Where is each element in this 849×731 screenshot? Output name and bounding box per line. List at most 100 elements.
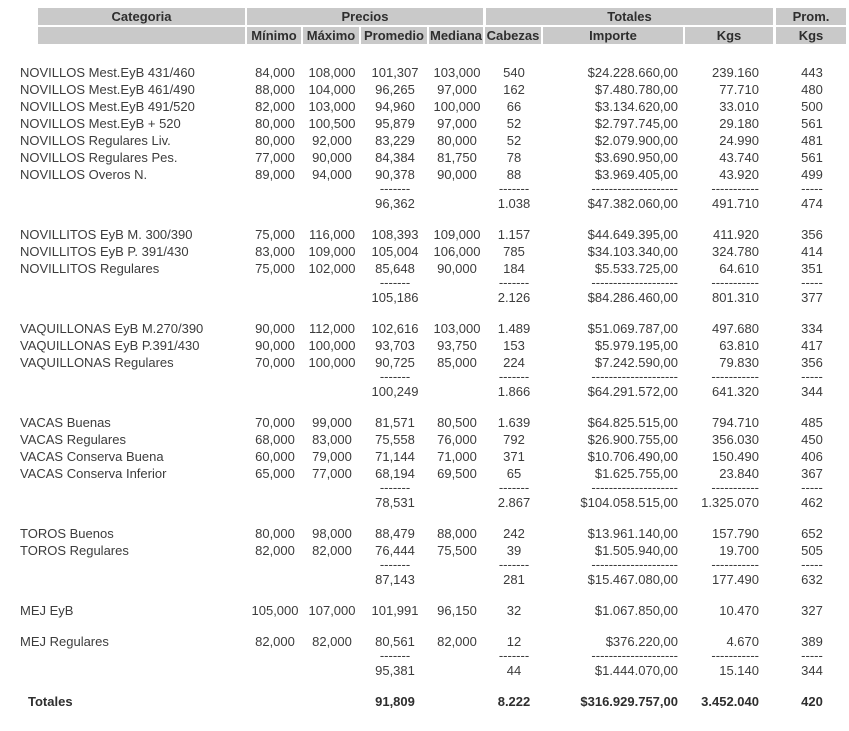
cell-promedio: 81,571	[375, 415, 415, 430]
cell-maximo: 99,000	[312, 415, 352, 430]
cell-mediana	[429, 289, 485, 306]
cell-mediana: 100,000	[433, 99, 481, 114]
cell-kgs: 23.840	[719, 466, 759, 481]
cell-cabezas: 44	[506, 663, 522, 678]
cell-maximo: 83,000	[312, 432, 352, 447]
header-categoria: Categoria	[38, 8, 245, 25]
cell-importe: $1.505.940,00	[594, 543, 678, 558]
category-section: VACAS Buenas 70,000 99,000 81,571 80,500 1.63…	[0, 414, 849, 511]
cell-prom_kgs: 632	[801, 572, 823, 587]
subtotal-row: 87,143 281 $15.467.080,00 177.490 632	[0, 571, 849, 588]
table-row: NOVILLITOS EyB P. 391/430 83,000 109,000 10…	[0, 243, 849, 260]
cell-promedio: -------	[379, 277, 411, 289]
cell-importe: $5.533.725,00	[594, 261, 678, 276]
cell-importe: $51.069.787,00	[587, 321, 678, 336]
cell-categoria	[0, 195, 247, 212]
cell-maximo: 94,000	[312, 167, 352, 182]
cell-promedio: 95,879	[375, 116, 415, 131]
cell-maximo: 103,000	[308, 99, 356, 114]
cell-importe: $1.625.755,00	[594, 466, 678, 481]
table-row: VAQUILLONAS EyB P.391/430 90,000 100,000 93…	[0, 337, 849, 354]
cell-promedio: 95,381	[375, 663, 415, 678]
cell-minimo	[247, 183, 303, 195]
header-promedio: Promedio	[361, 27, 427, 44]
cell-categoria: Totales	[28, 694, 73, 709]
cell-importe: $34.103.340,00	[587, 244, 678, 259]
cell-maximo: 100,000	[308, 355, 356, 370]
cell-categoria	[0, 650, 247, 662]
cell-kgs: 177.490	[712, 572, 759, 587]
table-row: TOROS Buenos 80,000 98,000 88,479 88,000 242 $…	[0, 525, 849, 542]
cell-importe: $15.467.080,00	[587, 572, 678, 587]
cell-maximo: 116,000	[308, 227, 356, 242]
cell-categoria	[0, 559, 247, 571]
cell-maximo	[303, 494, 361, 511]
cell-mediana: 82,000	[437, 634, 477, 649]
cell-prom_kgs: 356	[801, 355, 823, 370]
cell-minimo: 75,000	[255, 261, 295, 276]
table-row: NOVILLOS Mest.EyB 491/520 82,000 103,000 94…	[0, 98, 849, 115]
cell-maximo	[303, 383, 361, 400]
cell-kgs: 19.700	[719, 543, 759, 558]
cell-prom_kgs: 327	[801, 603, 823, 618]
cell-mediana	[429, 693, 485, 710]
cell-promedio: -------	[379, 559, 411, 571]
category-section: NOVILLOS Mest.EyB 431/460 84,000 108,000 10…	[0, 64, 849, 212]
cell-prom_kgs: 344	[801, 384, 823, 399]
header-group-row: Categoria Precios Totales Prom.	[0, 8, 849, 25]
cell-minimo: 82,000	[255, 543, 295, 558]
subtotal-separator: ------- ------- -------------------- ------…	[0, 650, 849, 662]
cell-mediana: 75,500	[437, 543, 477, 558]
cell-prom_kgs: 500	[801, 99, 823, 114]
cell-importe: $7.480.780,00	[594, 82, 678, 97]
cell-mediana	[429, 559, 485, 571]
table-row: VACAS Regulares 68,000 83,000 75,558 76,000 7…	[0, 431, 849, 448]
cell-minimo: 65,000	[255, 466, 295, 481]
subtotal-row: 105,186 2.126 $84.286.460,00 801.310 377	[0, 289, 849, 306]
cell-promedio: 96,362	[375, 196, 415, 211]
cell-categoria: VACAS Regulares	[20, 432, 126, 447]
cell-minimo: 84,000	[255, 65, 295, 80]
cell-importe: $84.286.460,00	[587, 290, 678, 305]
cell-kgs: -----------	[711, 482, 759, 494]
cell-mediana	[429, 371, 485, 383]
cell-maximo: 98,000	[312, 526, 352, 541]
cell-categoria: NOVILLOS Mest.EyB 491/520	[20, 99, 195, 114]
cell-categoria	[0, 494, 247, 511]
cell-mediana	[429, 383, 485, 400]
cell-prom_kgs: -----	[801, 183, 823, 195]
cell-cabezas: 224	[503, 355, 525, 370]
cell-kgs: 491.710	[712, 196, 759, 211]
cell-mediana: 90,000	[437, 261, 477, 276]
table-row: NOVILLOS Mest.EyB 461/490 88,000 104,000 96…	[0, 81, 849, 98]
cell-maximo: 92,000	[312, 133, 352, 148]
table-row: NOVILLITOS EyB M. 300/390 75,000 116,000 10…	[0, 226, 849, 243]
grand-total-row: Totales 91,809 8.222 $316.929.757,00 3.452.0…	[0, 693, 849, 710]
cell-minimo: 77,000	[255, 150, 295, 165]
cell-promedio: 91,809	[375, 694, 415, 709]
cell-importe: --------------------	[591, 482, 678, 494]
cell-categoria: NOVILLOS Regulares Liv.	[20, 133, 171, 148]
cell-importe: --------------------	[591, 277, 678, 289]
cell-minimo	[247, 494, 303, 511]
cell-promedio: 75,558	[375, 432, 415, 447]
cell-categoria: NOVILLOS Mest.EyB 431/460	[20, 65, 195, 80]
category-section: MEJ Regulares 82,000 82,000 80,561 82,000 12 $…	[0, 633, 849, 679]
cell-minimo: 70,000	[255, 355, 295, 370]
cell-maximo	[303, 277, 361, 289]
category-section: NOVILLITOS EyB M. 300/390 75,000 116,000 10…	[0, 226, 849, 306]
table-row: MEJ Regulares 82,000 82,000 80,561 82,000 12 $…	[0, 633, 849, 650]
cell-minimo: 80,000	[255, 526, 295, 541]
cell-categoria: VAQUILLONAS EyB M.270/390	[20, 321, 204, 336]
report-body: NOVILLOS Mest.EyB 431/460 84,000 108,000 10…	[0, 46, 849, 710]
cell-maximo	[303, 289, 361, 306]
cell-kgs: 29.180	[719, 116, 759, 131]
cell-cabezas: 242	[503, 526, 525, 541]
cell-minimo: 68,000	[255, 432, 295, 447]
cell-cabezas: -------	[498, 650, 530, 662]
cell-minimo	[247, 383, 303, 400]
header-maximo: Máximo	[303, 27, 359, 44]
cell-maximo	[303, 195, 361, 212]
cell-promedio: 101,307	[371, 65, 419, 80]
cell-importe: $1.067.850,00	[594, 603, 678, 618]
